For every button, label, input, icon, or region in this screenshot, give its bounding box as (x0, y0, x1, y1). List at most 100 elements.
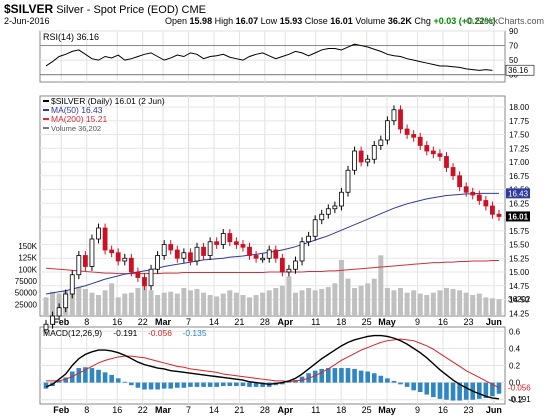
volume-bar (207, 295, 213, 316)
macd-histogram-bar (161, 382, 167, 389)
price-panel-frame (39, 95, 506, 317)
candle-down (168, 244, 174, 251)
price-y-tick: 16.75 (509, 172, 530, 181)
macd-histogram-bar (96, 369, 101, 383)
candle-up (286, 268, 292, 273)
price-y-tick: 14.50 (509, 296, 530, 305)
x-tick-label: 11 (311, 317, 320, 327)
candle-up (365, 158, 371, 163)
volume-bar (384, 288, 390, 316)
volume-bar (292, 292, 298, 316)
candle-down (457, 175, 463, 188)
candle-up (161, 244, 167, 256)
candle-down (188, 252, 193, 262)
price-y-tick: 15.75 (509, 227, 530, 236)
x-tick-label-bottom: 18 (336, 405, 346, 415)
macd-histogram-bar (326, 368, 331, 383)
exchange: CME (181, 4, 206, 16)
volume-bar (260, 292, 266, 316)
macd-histogram-bar (247, 382, 252, 387)
volume-tick: 125K (18, 254, 37, 263)
rsi-y-tick: 70 (509, 42, 518, 51)
macd-legend-item: -0.135 (183, 328, 207, 338)
price-y-tick: 16.25 (509, 199, 530, 208)
x-tick-label: 9 (415, 317, 420, 327)
candle-up (122, 257, 128, 262)
volume-bar (398, 288, 404, 316)
candle-down (450, 167, 456, 177)
volume-current-label: 36202 (508, 295, 531, 304)
candle-up (266, 249, 272, 259)
candle-up (56, 307, 62, 317)
candle-down (233, 241, 239, 245)
volume-bar (181, 288, 187, 316)
macd-histogram-bar (378, 375, 384, 383)
macd-signal-line (46, 338, 500, 389)
macd-histogram-bar (463, 382, 469, 400)
low-value: 15.93 (279, 16, 303, 26)
candle-down (358, 150, 364, 163)
candle-down (470, 191, 476, 196)
macd-histogram-bar (385, 378, 390, 383)
macd-histogram-bar (76, 368, 82, 383)
price-legend-swatch (43, 118, 49, 120)
volume-bar (240, 295, 246, 316)
volume-bar (148, 290, 154, 316)
candle-down (227, 233, 233, 243)
macd-histogram-bar (43, 382, 49, 389)
macd-histogram-bar (398, 382, 403, 385)
x-tick-label-bottom: 8 (84, 405, 89, 415)
volume-bar (437, 290, 443, 316)
x-tick-label-bottom: 11 (311, 405, 320, 415)
volume-bar (141, 285, 147, 316)
macd-histogram-bar (122, 381, 128, 383)
candle-up (260, 257, 266, 261)
volume-bar (109, 283, 115, 316)
macd-histogram-bar (424, 382, 430, 395)
x-tick-label-bottom: 14 (209, 405, 219, 415)
volume-bar (417, 293, 423, 316)
macd-histogram-bar (404, 382, 410, 387)
volume-bar (325, 287, 331, 316)
volume-bar (352, 288, 358, 316)
ma50-current-label: 16.43 (508, 189, 529, 198)
price-y-tick: 17.00 (509, 158, 530, 167)
x-tick-label: 28 (260, 317, 270, 327)
price-legend-swatch (43, 127, 49, 129)
candle-up (76, 255, 82, 276)
macd-histogram-bar (365, 371, 370, 383)
candle-down (142, 277, 147, 287)
x-tick-label: 16 (438, 317, 448, 327)
macd-histogram-bar (444, 382, 449, 400)
x-tick-label-bottom: 7 (186, 405, 191, 415)
volume-bar (155, 295, 161, 316)
price-y-tick: 15.25 (509, 254, 530, 263)
volume-bar (227, 290, 233, 316)
macd-histogram-bar (358, 370, 364, 383)
candle-down (201, 246, 206, 256)
candle-up (332, 205, 338, 210)
candle-down (483, 200, 489, 207)
candle-up (293, 260, 298, 270)
candle-down (444, 156, 449, 168)
candle-up (371, 145, 377, 160)
x-tick-label: 7 (186, 317, 191, 327)
volume-tick: 150K (18, 242, 37, 251)
rsi-y-tick: 50 (509, 56, 518, 65)
candle-up (339, 191, 344, 207)
macd-histogram-bar (142, 382, 147, 390)
volume-bar (220, 293, 226, 316)
macd-histogram-bar (56, 380, 62, 383)
x-tick-label-bottom: 25 (362, 405, 372, 415)
open-value: 15.98 (189, 16, 213, 26)
candle-up (384, 120, 390, 141)
volume-bar (299, 290, 305, 316)
candle-up (345, 169, 351, 193)
x-tick-label-bottom: 16 (438, 405, 448, 415)
macd-histogram-bar (483, 382, 489, 399)
volume-bar (76, 287, 82, 316)
volume-bar (371, 278, 377, 316)
macd-histogram-bar (207, 382, 213, 387)
candle-up (155, 255, 161, 270)
